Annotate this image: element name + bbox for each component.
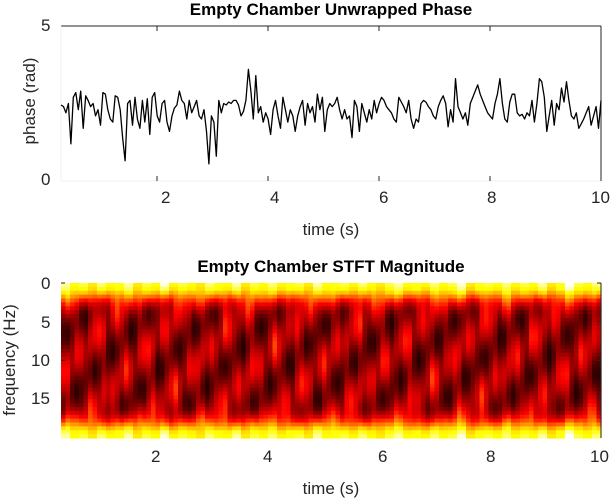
x-axis-label: time (s) — [302, 220, 360, 239]
x-tick-6-bottom: 6 — [378, 447, 388, 466]
freq-tick-5: 5 — [41, 313, 51, 332]
x-tick-8: 8 — [487, 188, 497, 207]
y-axis-label-bottom: frequency (Hz) — [0, 304, 19, 416]
top-chart-title: Empty Chamber Unwrapped Phase — [189, 0, 473, 19]
x-tick-4: 4 — [270, 188, 280, 207]
x-tick-2: 2 — [161, 188, 171, 207]
freq-tick-10: 10 — [31, 351, 50, 370]
y-tick-0: 0 — [41, 170, 51, 189]
phase-line — [60, 68, 602, 165]
y-tick-5: 5 — [41, 16, 51, 35]
freq-tick-0: 0 — [41, 274, 51, 293]
x-tick-2-bottom: 2 — [151, 447, 161, 466]
x-tick-10: 10 — [591, 188, 610, 207]
y-axis-label: phase (rad) — [20, 57, 39, 145]
bottom-chart-title: Empty Chamber STFT Magnitude — [197, 257, 465, 276]
stft-heatmap — [61, 283, 602, 439]
x-tick-4-bottom: 4 — [263, 447, 273, 466]
x-tick-8-bottom: 8 — [486, 447, 496, 466]
x-tick-10-bottom: 10 — [590, 447, 609, 466]
x-tick-6: 6 — [379, 188, 389, 207]
x-axis-label-bottom: time (s) — [302, 479, 360, 498]
freq-tick-15: 15 — [31, 389, 50, 408]
